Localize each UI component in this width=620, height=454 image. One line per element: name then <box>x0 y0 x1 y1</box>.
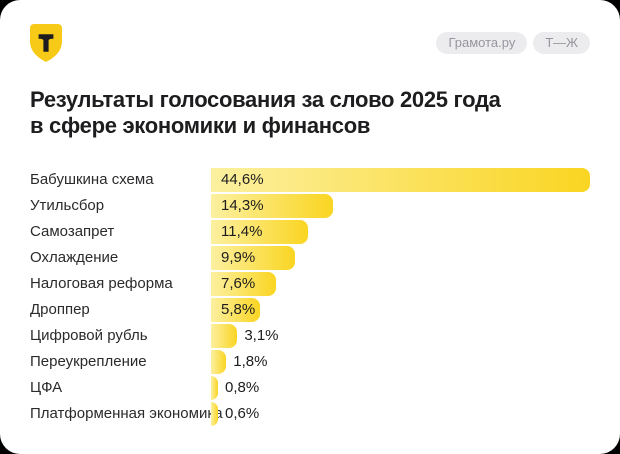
bar <box>211 349 227 374</box>
category-label: Налоговая реформа <box>30 275 173 293</box>
value-label: 0,6% <box>225 405 260 423</box>
bar <box>211 375 218 400</box>
badge-group: Грамота.ру Т—Ж <box>436 32 590 54</box>
chart-row: Дроппер 5,8% <box>30 297 590 323</box>
tbank-shield-icon <box>30 24 62 62</box>
chart-row: Утильсбор 14,3% <box>30 193 590 219</box>
bar: 11,4% <box>211 219 308 244</box>
bar <box>211 401 218 426</box>
category-label: Охлаждение <box>30 249 119 267</box>
bar <box>211 323 238 348</box>
chart-row: Охлаждение 9,9% <box>30 245 590 271</box>
page-title-line2: в сфере экономики и финансов <box>30 113 371 139</box>
bar-track: 5,8% <box>211 297 590 322</box>
bar: 7,6% <box>211 271 276 296</box>
value-label: 3,1% <box>244 327 279 345</box>
value-label: 7,6% <box>221 275 256 293</box>
category-label: Платформенная экономика <box>30 405 223 423</box>
value-label: 44,6% <box>221 171 264 189</box>
chart-row: Переукрепление 1,8% <box>30 349 590 375</box>
bar-track: 1,8% <box>211 349 590 374</box>
bar-track: 0,6% <box>211 401 590 426</box>
value-label: 1,8% <box>233 353 268 371</box>
chart-row: ЦФА 0,8% <box>30 375 590 401</box>
bar-chart: Бабушкина схема 44,6% Утильсбор 14,3% Самоза… <box>30 167 590 427</box>
header: Грамота.ру Т—Ж <box>30 24 590 62</box>
chart-row: Самозапрет 11,4% <box>30 219 590 245</box>
value-label: 14,3% <box>221 197 264 215</box>
bar-track: 0,8% <box>211 375 590 400</box>
category-label: Дроппер <box>30 301 90 319</box>
bar-track: 14,3% <box>211 193 590 218</box>
badge-gramota: Грамота.ру <box>436 32 528 54</box>
category-label: Бабушкина схема <box>30 171 154 189</box>
badge-tzh: Т—Ж <box>533 32 590 54</box>
page-title-line1: Результаты голосования за слово 2025 год… <box>30 87 501 112</box>
category-label: Утильсбор <box>30 197 105 215</box>
bar-track: 9,9% <box>211 245 590 270</box>
value-label: 5,8% <box>221 301 256 319</box>
category-label: ЦФА <box>30 379 63 397</box>
chart-row: Платформенная экономика 0,6% <box>30 401 590 427</box>
chart-row: Бабушкина схема 44,6% <box>30 167 590 193</box>
value-label: 0,8% <box>225 379 260 397</box>
bar: 9,9% <box>211 245 296 270</box>
bar: 14,3% <box>211 193 333 218</box>
chart-row: Цифровой рубль 3,1% <box>30 323 590 349</box>
value-label: 9,9% <box>221 249 256 267</box>
bar-track: 3,1% <box>211 323 590 348</box>
page-title: Результаты голосования за слово 2025 год… <box>30 87 590 140</box>
bar: 5,8% <box>211 297 261 322</box>
bar-track: 11,4% <box>211 219 590 244</box>
category-label: Самозапрет <box>30 223 115 241</box>
value-label: 11,4% <box>221 223 263 241</box>
bar-track: 44,6% <box>211 167 590 192</box>
chart-row: Налоговая реформа 7,6% <box>30 271 590 297</box>
bar: 44,6% <box>211 167 590 192</box>
category-label: Переукрепление <box>30 353 147 371</box>
category-label: Цифровой рубль <box>30 327 148 345</box>
bar-track: 7,6% <box>211 271 590 296</box>
